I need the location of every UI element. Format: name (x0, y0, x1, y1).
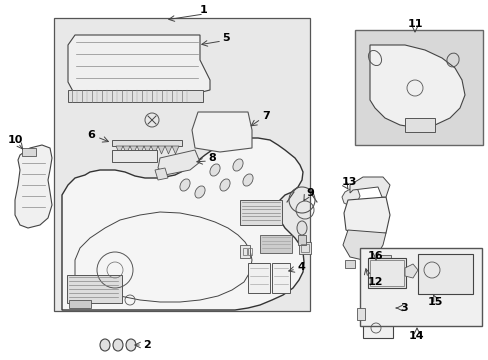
Polygon shape (343, 197, 389, 237)
Bar (298, 242, 310, 254)
Polygon shape (62, 138, 304, 310)
Ellipse shape (232, 159, 243, 171)
Bar (345, 260, 354, 268)
Bar (404, 118, 434, 132)
Bar (243, 248, 246, 255)
Text: 6: 6 (87, 130, 95, 140)
Ellipse shape (209, 164, 220, 176)
Polygon shape (172, 146, 179, 154)
Ellipse shape (195, 186, 204, 198)
Bar (362, 290, 392, 338)
Bar (356, 308, 364, 320)
Ellipse shape (126, 339, 136, 351)
Polygon shape (342, 230, 385, 260)
Polygon shape (155, 168, 168, 180)
Polygon shape (123, 146, 130, 154)
Bar (301, 244, 308, 252)
Polygon shape (158, 150, 200, 175)
Bar (54, 18, 309, 311)
Bar (367, 258, 405, 288)
Polygon shape (164, 146, 172, 154)
Text: 14: 14 (408, 331, 424, 341)
Bar (354, 30, 482, 145)
Polygon shape (158, 146, 164, 154)
Polygon shape (369, 45, 464, 128)
Polygon shape (404, 264, 417, 278)
Polygon shape (341, 188, 359, 206)
Bar (367, 263, 377, 271)
Ellipse shape (243, 174, 253, 186)
Bar (380, 255, 390, 263)
Polygon shape (240, 245, 249, 258)
Text: 2: 2 (142, 340, 150, 350)
Bar (112, 140, 182, 146)
Bar (240, 200, 282, 225)
Bar (359, 248, 481, 326)
Text: 16: 16 (367, 251, 383, 261)
Bar (369, 260, 403, 286)
Text: 12: 12 (367, 277, 383, 287)
Polygon shape (130, 146, 137, 154)
Polygon shape (116, 146, 123, 154)
Bar (247, 248, 251, 255)
Polygon shape (349, 177, 389, 197)
Ellipse shape (113, 339, 123, 351)
Ellipse shape (220, 179, 229, 191)
Text: 7: 7 (262, 111, 269, 121)
Bar (271, 263, 289, 293)
Text: 8: 8 (207, 153, 215, 163)
Text: 1: 1 (200, 5, 207, 15)
Polygon shape (143, 146, 151, 154)
Text: 5: 5 (222, 33, 229, 43)
Bar (417, 254, 472, 294)
Text: 10: 10 (8, 135, 23, 145)
Bar (69, 300, 91, 308)
Text: 15: 15 (427, 297, 442, 307)
Text: 3: 3 (399, 303, 407, 313)
Ellipse shape (100, 339, 110, 351)
Text: 13: 13 (341, 177, 357, 187)
Polygon shape (68, 35, 209, 95)
Polygon shape (137, 146, 143, 154)
Polygon shape (15, 145, 52, 228)
Text: 4: 4 (296, 262, 304, 272)
Text: 9: 9 (305, 188, 313, 198)
Bar (22, 148, 36, 156)
Bar (112, 150, 157, 162)
Text: 11: 11 (407, 19, 422, 29)
Polygon shape (151, 146, 158, 154)
Ellipse shape (296, 221, 306, 235)
Bar (260, 235, 291, 253)
Bar (67, 275, 122, 303)
Ellipse shape (180, 179, 190, 191)
Bar (297, 235, 305, 245)
Polygon shape (192, 112, 251, 152)
Bar (68, 90, 203, 102)
Bar (247, 263, 269, 293)
